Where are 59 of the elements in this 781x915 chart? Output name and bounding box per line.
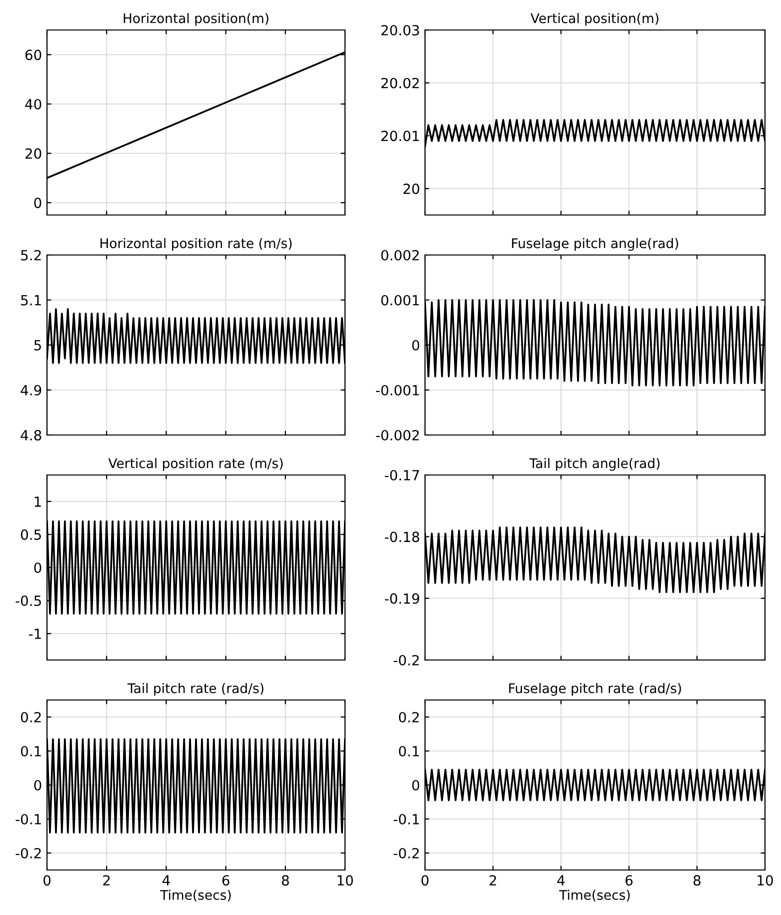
- x-tick-label: 4: [557, 875, 565, 886]
- x-tick-label: 2: [103, 875, 110, 886]
- y-tick-label: -0.19: [384, 593, 420, 604]
- y-tick-label: 0.001: [381, 294, 419, 306]
- y-tick-label: 5.1: [21, 295, 41, 306]
- y-tick-label: 20: [403, 184, 420, 194]
- y-tick-label: 0: [412, 340, 420, 350]
- y-tick-label: 5: [34, 340, 41, 350]
- y-tick-label: 60: [25, 50, 42, 60]
- x-tick-label: 8: [694, 875, 700, 886]
- x-tick-label: 2: [490, 875, 496, 886]
- x-tick-label: 10: [758, 875, 773, 886]
- x-tick-label: 0: [43, 875, 50, 886]
- y-tick-label: 0: [412, 780, 420, 790]
- y-tick-label: 20.02: [381, 78, 419, 88]
- y-tick-label: 0.1: [20, 746, 41, 756]
- y-tick-label: 0: [34, 562, 42, 573]
- y-tick-label: 0.2: [20, 712, 41, 722]
- y-tick-label: 20.01: [381, 130, 419, 142]
- y-tick-label: 0: [34, 198, 42, 208]
- y-tick-label: 0: [34, 780, 42, 790]
- x-tick-label: 8: [282, 875, 289, 886]
- chart-title: Horizontal position(m): [124, 13, 268, 26]
- y-tick-label: -0.2: [16, 848, 41, 858]
- chart-title: Vertical position(m): [530, 13, 658, 26]
- chart-title: Tail pitch rate (rad/s): [127, 683, 264, 696]
- y-tick-label: -0.2: [394, 654, 419, 666]
- chart-title: Horizontal position rate (m/s): [100, 238, 292, 251]
- y-tick-label: 0.1: [398, 746, 419, 756]
- y-tick-label: -0.1: [394, 814, 419, 824]
- y-tick-label: -0.1: [16, 814, 41, 824]
- y-tick-label: -1: [28, 628, 41, 639]
- x-axis-title: Time(secs): [559, 890, 630, 902]
- y-tick-label: -0.17: [384, 470, 419, 480]
- chart-title: Fuselage pitch angle(rad): [512, 238, 678, 251]
- y-tick-label: 20: [25, 148, 42, 159]
- chart-title: Vertical position rate (m/s): [108, 458, 283, 471]
- y-tick-label: -0.18: [384, 532, 420, 542]
- y-tick-label: -0.002: [376, 430, 419, 440]
- x-tick-label: 4: [162, 875, 170, 886]
- y-tick-label: 0.2: [398, 712, 419, 722]
- y-tick-label: 20.03: [381, 24, 420, 36]
- y-tick-label: 0.002: [381, 250, 419, 260]
- y-tick-label: -0.2: [394, 848, 419, 858]
- y-tick-label: -0.5: [16, 596, 41, 606]
- y-tick-label: 40: [25, 98, 42, 110]
- x-tick-label: 6: [222, 875, 230, 886]
- y-tick-label: 4.8: [20, 430, 42, 440]
- chart-title: Tail pitch angle(rad): [529, 458, 660, 471]
- y-tick-label: 4.9: [20, 384, 42, 396]
- y-tick-label: 5.2: [21, 250, 41, 260]
- x-axis-title: Time(secs): [160, 890, 231, 902]
- x-tick-label: 6: [626, 875, 633, 886]
- y-tick-label: 1: [34, 496, 41, 507]
- y-tick-label: 0.5: [20, 529, 41, 540]
- y-tick-label: -0.001: [376, 384, 419, 396]
- chart-title: Fuselage pitch rate (rad/s): [509, 683, 681, 696]
- x-tick-label: 0: [421, 875, 428, 886]
- x-tick-label: 10: [338, 875, 353, 886]
